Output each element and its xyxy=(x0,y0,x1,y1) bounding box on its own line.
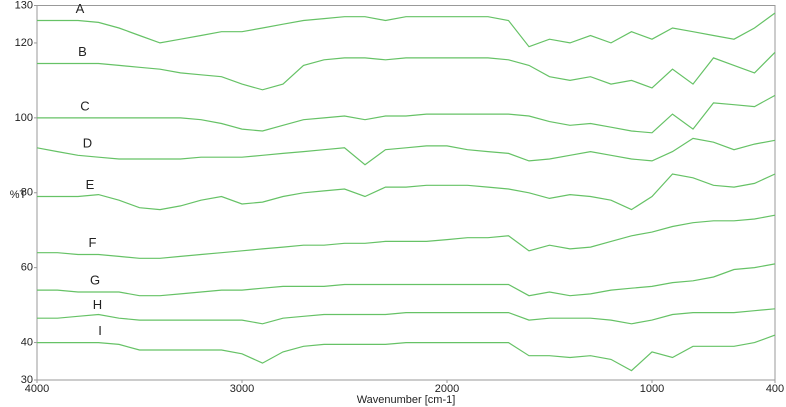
spectrum-line xyxy=(37,308,776,325)
spectrum-line xyxy=(37,94,776,134)
x-tick-label: 4000 xyxy=(25,383,49,395)
x-axis-label: Wavenumber [cm-1] xyxy=(357,394,456,406)
spectrum-line xyxy=(37,334,776,372)
spectrum-line xyxy=(37,214,776,259)
spectrum-line xyxy=(37,263,776,297)
y-tick-label: 100 xyxy=(15,112,33,124)
y-tick-label: 60 xyxy=(21,262,33,274)
series-label: A xyxy=(76,1,85,16)
series-label: E xyxy=(86,177,95,192)
spectrum-line xyxy=(37,12,776,48)
x-tick-label: 400 xyxy=(766,383,784,395)
y-axis-label: %T xyxy=(10,189,27,201)
series-label: F xyxy=(89,235,97,250)
y-tick-label: 120 xyxy=(15,37,33,49)
spectrum-line xyxy=(36,137,776,166)
x-tick-label: 1000 xyxy=(640,383,664,395)
y-tick-label: 30 xyxy=(21,374,33,386)
x-tick-label: 2000 xyxy=(435,383,459,395)
y-tick-label: 80 xyxy=(21,187,33,199)
series-label: D xyxy=(83,136,92,151)
series-label: C xyxy=(80,98,89,113)
series-label: H xyxy=(93,297,102,312)
plot-frame xyxy=(36,5,776,381)
y-tick-label: 40 xyxy=(21,336,33,348)
spectrum-line xyxy=(37,173,776,211)
spectrum-line xyxy=(37,51,776,91)
series-label: I xyxy=(98,323,102,338)
y-tick-label: 130 xyxy=(15,0,33,11)
x-tick-label: 3000 xyxy=(230,383,254,395)
series-label: B xyxy=(78,44,87,59)
series-label: G xyxy=(90,272,100,287)
